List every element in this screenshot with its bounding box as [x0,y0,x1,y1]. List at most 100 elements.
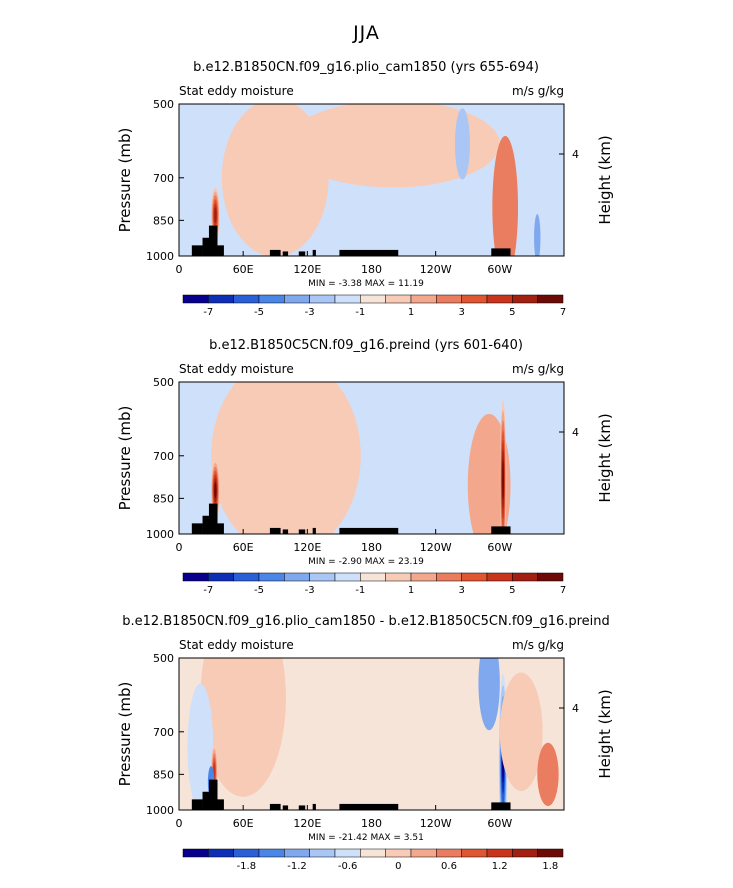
topography-bar [298,805,306,810]
contour-negative-2 [371,389,500,469]
colorbar-swatch [258,848,285,858]
topography-bar [312,249,316,256]
y-tick-label: 1000 [146,804,174,817]
plot-area [179,658,564,810]
panel-1: b.e12.B1850CN.f09_g16.plio_cam1850 (yrs … [116,60,614,318]
colorbar-swatch [334,294,361,304]
colorbar-swatch [284,572,310,582]
x-tick-label: 120W [420,263,452,276]
colorbar-tick-label: 3 [458,585,464,596]
topography-bar [339,803,399,810]
y-tick-label: 1000 [146,528,174,541]
colorbar-swatch [334,848,361,858]
topography-bar [298,529,306,534]
x-tick-label: 0 [176,263,183,276]
topography-bar [208,225,218,256]
x-tick-label: 60E [233,541,254,554]
topography-bar [339,249,399,256]
contour-positive-0 [200,658,286,797]
topography-bar [217,245,224,256]
topography-bar [269,249,281,256]
colorbar-tick-label: 1 [408,585,414,596]
panel-right-label: m/s g/kg [512,84,564,98]
colorbar-swatch [461,572,488,582]
colorbar-swatch [233,848,260,858]
colorbar-swatch [182,294,209,304]
topography-bar [202,237,212,256]
topography-bar [282,529,289,534]
colorbar-swatch [410,848,437,858]
colorbar-swatch [182,848,209,858]
y-right-axis-title: Height (km) [596,413,614,502]
colorbar-tick-label: 0 [395,861,401,872]
colorbar-swatch [436,572,462,582]
topography-bar [491,526,511,534]
x-tick-label: 60E [233,263,254,276]
colorbar-tick-label: -5 [254,585,264,596]
contour-positive-1 [214,207,217,224]
colorbar-tick-label: -7 [203,307,213,318]
colorbar-swatch [233,572,260,582]
topography-bar [202,515,212,534]
colorbar-swatch [208,848,234,858]
colorbar-swatch [385,294,412,304]
topography-bar [217,523,224,534]
colorbar-tick-label: -1.2 [287,861,307,872]
colorbar-tick-label: -3 [305,307,315,318]
topography-bar [298,251,306,256]
contour-negative-6 [534,214,541,256]
panel-left-label: Stat eddy moisture [179,84,294,98]
x-tick-label: 60W [487,263,512,276]
panel-left-label: Stat eddy moisture [179,638,294,652]
y-tick-label: 500 [153,376,174,389]
colorbar-tick-label: -1.8 [237,861,257,872]
topography-bar [202,791,212,810]
colorbar-swatch [461,294,488,304]
colorbar-swatch [486,294,513,304]
colorbar-swatch [385,848,412,858]
topography-bar [208,779,218,810]
y-tick-label: 850 [153,492,174,505]
colorbar-tick-label: 1.8 [542,861,558,872]
x-tick-label: 60W [487,541,512,554]
colorbar-swatch [258,294,285,304]
topography-bar [282,251,289,256]
colorbar-swatch [258,572,285,582]
y-tick-label: 850 [153,214,174,227]
colorbar-swatch [360,848,386,858]
colorbar-swatch [410,572,437,582]
colorbar-swatch [309,294,336,304]
y-tick-label: 500 [153,98,174,111]
colorbar-swatch [512,848,538,858]
topography-bar [339,527,399,534]
panel-2: b.e12.B1850C5CN.f09_g16.preind (yrs 601-… [116,338,614,596]
min-max-stats: MIN = -3.38 MAX = 11.19 [308,279,424,289]
contour-positive-3 [467,413,511,534]
contour-negative-5 [515,390,564,509]
colorbar-tick-label: -7 [203,585,213,596]
colorbar-tick-label: 3 [458,307,464,318]
colorbar-swatch [334,572,361,582]
topography-bar [282,805,289,810]
colorbar-tick-label: 1.2 [492,861,508,872]
colorbar-swatch [436,294,462,304]
topography-bar [208,503,218,534]
y-axis-title: Pressure (mb) [116,128,134,233]
colorbar-tick-label: 5 [509,307,515,318]
topography-bar [191,799,203,810]
contour-positive-4 [502,459,504,500]
panel-title: b.e12.B1850C5CN.f09_g16.preind (yrs 601-… [209,338,523,353]
colorbar-tick-label: 7 [560,585,566,596]
contour-positive-6 [499,672,543,792]
topography-bar [191,523,203,534]
y-right-tick-label: 4 [572,426,579,439]
colorbar-tick-label: 5 [509,585,515,596]
colorbar-swatch [461,848,488,858]
x-tick-label: 180 [361,817,382,830]
panel-3: b.e12.B1850CN.f09_g16.plio_cam1850 - b.e… [116,614,614,872]
topography-bar [269,527,281,534]
y-right-axis-title: Height (km) [596,689,614,778]
plot-area [179,104,564,256]
x-tick-label: 120E [293,817,321,830]
x-tick-label: 180 [361,263,382,276]
